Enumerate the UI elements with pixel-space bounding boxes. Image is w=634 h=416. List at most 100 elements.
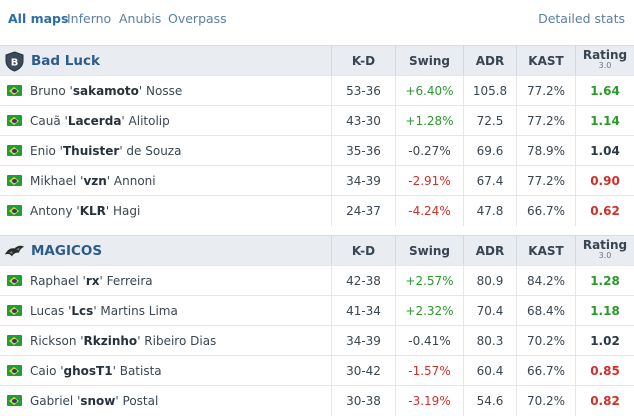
kd-value: 34-39 <box>331 326 395 356</box>
brazil-flag-icon <box>7 305 22 316</box>
kd-value: 41-34 <box>331 296 395 326</box>
kast-value: 66.7% <box>516 196 575 226</box>
tab-overpass[interactable]: Overpass <box>168 11 227 26</box>
col-swing[interactable]: Swing <box>395 236 463 266</box>
col-kast[interactable]: KAST <box>516 236 575 266</box>
table-row: Cauã 'Lacerda' Alitolip 43-30 +1.28% 72.… <box>0 105 634 136</box>
adr-value: 105.8 <box>463 76 516 106</box>
swing-value: -0.27% <box>395 136 463 166</box>
kast-value: 77.2% <box>516 166 575 196</box>
brazil-flag-icon <box>7 175 22 186</box>
kd-value: 30-38 <box>331 386 395 416</box>
col-adr[interactable]: ADR <box>463 46 516 76</box>
table-row: Gabriel 'snow' Postal 30-38 -3.19% 54.6 … <box>0 385 634 416</box>
player-name[interactable]: Mikhael 'vzn' Annoni <box>30 174 156 188</box>
map-tabs: All maps Inferno Anubis Overpass Detaile… <box>0 0 634 36</box>
player-name[interactable]: Cauã 'Lacerda' Alitolip <box>30 114 170 128</box>
kd-value: 35-36 <box>331 136 395 166</box>
adr-value: 67.4 <box>463 166 516 196</box>
col-rating-label: Rating <box>582 48 628 62</box>
team-table-magicos: MAGICOS K-D Swing ADR KAST Rating 3.0 Rap… <box>0 235 634 416</box>
rating-value: 1.28 <box>575 266 634 296</box>
player-name[interactable]: Antony 'KLR' Hagi <box>30 204 141 218</box>
magicos-logo-icon <box>4 245 25 257</box>
adr-value: 60.4 <box>463 356 516 386</box>
rating-value: 0.82 <box>575 386 634 416</box>
brazil-flag-icon <box>7 115 22 126</box>
player-name[interactable]: Rickson 'Rkzinho' Ribeiro Dias <box>30 334 217 348</box>
brazil-flag-icon <box>7 365 22 376</box>
player-name[interactable]: Lucas 'Lcs' Martins Lima <box>30 304 178 318</box>
swing-value: -3.19% <box>395 386 463 416</box>
brazil-flag-icon <box>7 205 22 216</box>
player-name[interactable]: Gabriel 'snow' Postal <box>30 394 159 408</box>
team-name[interactable]: MAGICOS <box>31 243 103 259</box>
adr-value: 69.6 <box>463 136 516 166</box>
col-swing[interactable]: Swing <box>395 46 463 76</box>
brazil-flag-icon <box>7 85 22 96</box>
swing-value: +2.57% <box>395 266 463 296</box>
rating-value: 0.85 <box>575 356 634 386</box>
brazil-flag-icon <box>7 275 22 286</box>
rating-value: 1.14 <box>575 106 634 136</box>
rating-value: 0.62 <box>575 196 634 226</box>
col-adr[interactable]: ADR <box>463 236 516 266</box>
kd-value: 30-42 <box>331 356 395 386</box>
kast-value: 70.2% <box>516 386 575 416</box>
team-header: B Bad Luck K-D Swing ADR KAST Rating 3.0 <box>0 45 634 76</box>
team-table-bad-luck: B Bad Luck K-D Swing ADR KAST Rating 3.0 … <box>0 45 634 226</box>
brazil-flag-icon <box>7 145 22 156</box>
swing-value: -1.57% <box>395 356 463 386</box>
swing-value: +6.40% <box>395 76 463 106</box>
adr-value: 80.9 <box>463 266 516 296</box>
kd-value: 34-39 <box>331 166 395 196</box>
player-name[interactable]: Enio 'Thuister' de Souza <box>30 144 182 158</box>
player-name[interactable]: Raphael 'rx' Ferreira <box>30 274 153 288</box>
table-row: Mikhael 'vzn' Annoni 34-39 -2.91% 67.4 7… <box>0 165 634 196</box>
kast-value: 68.4% <box>516 296 575 326</box>
col-kast[interactable]: KAST <box>516 46 575 76</box>
table-row: Antony 'KLR' Hagi 24-37 -4.24% 47.8 66.7… <box>0 195 634 226</box>
tab-anubis[interactable]: Anubis <box>119 11 162 26</box>
tab-all-maps[interactable]: All maps <box>8 11 69 26</box>
detailed-stats-link[interactable]: Detailed stats <box>538 11 625 26</box>
rating-version: 3.0 <box>598 251 612 260</box>
kast-value: 66.7% <box>516 356 575 386</box>
table-row: Bruno 'sakamoto' Nosse 53-36 +6.40% 105.… <box>0 75 634 106</box>
table-row: Enio 'Thuister' de Souza 35-36 -0.27% 69… <box>0 135 634 166</box>
swing-value: +2.32% <box>395 296 463 326</box>
table-row: Raphael 'rx' Ferreira 42-38 +2.57% 80.9 … <box>0 265 634 296</box>
adr-value: 70.4 <box>463 296 516 326</box>
kd-value: 53-36 <box>331 76 395 106</box>
swing-value: -0.41% <box>395 326 463 356</box>
kast-value: 84.2% <box>516 266 575 296</box>
swing-value: +1.28% <box>395 106 463 136</box>
col-rating[interactable]: Rating 3.0 <box>575 46 634 76</box>
table-row: Caio 'ghosT1' Batista 30-42 -1.57% 60.4 … <box>0 355 634 386</box>
col-rating-label: Rating <box>582 238 628 252</box>
col-kd[interactable]: K-D <box>331 236 395 266</box>
swing-value: -2.91% <box>395 166 463 196</box>
rating-value: 0.90 <box>575 166 634 196</box>
svg-text:B: B <box>11 58 19 69</box>
col-rating[interactable]: Rating 3.0 <box>575 236 634 266</box>
rating-value: 1.04 <box>575 136 634 166</box>
kd-value: 42-38 <box>331 266 395 296</box>
brazil-flag-icon <box>7 335 22 346</box>
team-name[interactable]: Bad Luck <box>31 53 100 69</box>
kast-value: 77.2% <box>516 106 575 136</box>
player-name[interactable]: Bruno 'sakamoto' Nosse <box>30 84 183 98</box>
team-header: MAGICOS K-D Swing ADR KAST Rating 3.0 <box>0 235 634 266</box>
shield-b-icon: B <box>5 51 24 72</box>
kast-value: 70.2% <box>516 326 575 356</box>
tab-inferno[interactable]: Inferno <box>67 11 112 26</box>
col-kd[interactable]: K-D <box>331 46 395 76</box>
player-name[interactable]: Caio 'ghosT1' Batista <box>30 364 162 378</box>
kd-value: 24-37 <box>331 196 395 226</box>
rating-value: 1.18 <box>575 296 634 326</box>
kd-value: 43-30 <box>331 106 395 136</box>
adr-value: 80.3 <box>463 326 516 356</box>
rating-value: 1.02 <box>575 326 634 356</box>
brazil-flag-icon <box>7 395 22 406</box>
swing-value: -4.24% <box>395 196 463 226</box>
